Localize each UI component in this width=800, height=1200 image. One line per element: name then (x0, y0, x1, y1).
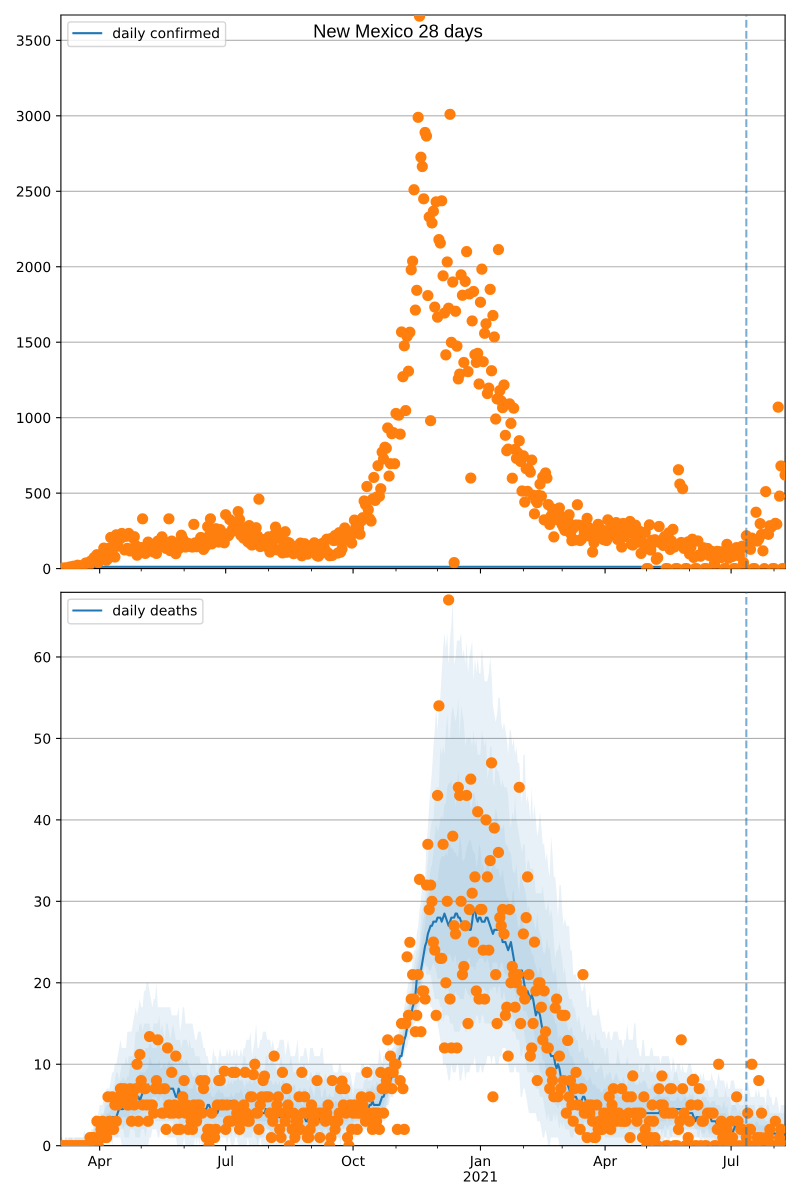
svg-text:New Mexico 28 days: New Mexico 28 days (313, 20, 483, 41)
